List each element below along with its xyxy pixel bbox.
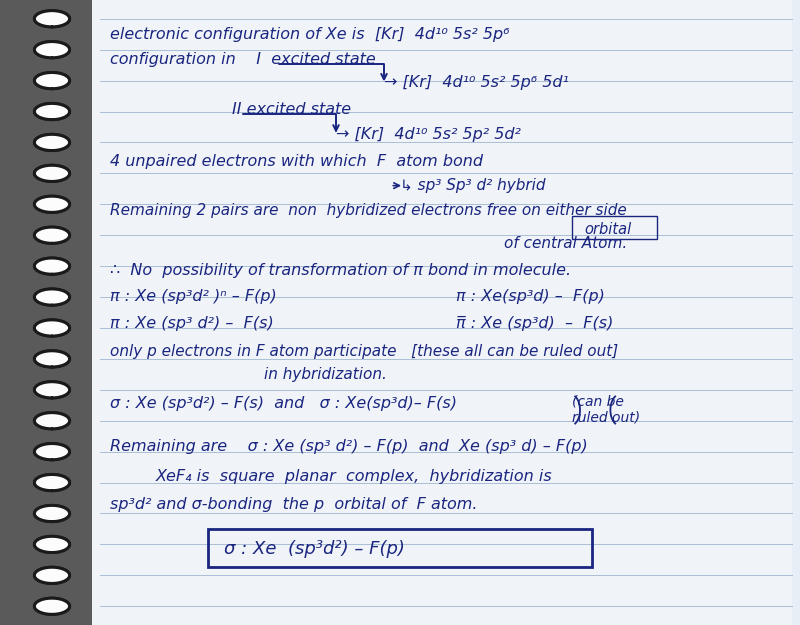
Polygon shape [34,598,70,614]
Polygon shape [34,103,70,119]
Polygon shape [34,506,70,522]
Polygon shape [34,568,70,584]
Text: configuration in    I  excited state: configuration in I excited state [110,52,376,67]
Polygon shape [34,536,70,552]
Text: π : Xe(sp³d) –  F(p): π : Xe(sp³d) – F(p) [456,289,605,304]
Polygon shape [34,412,70,429]
Polygon shape [34,351,70,367]
FancyBboxPatch shape [0,0,92,625]
Polygon shape [34,134,70,151]
Text: in hybridization.: in hybridization. [264,368,387,382]
Text: π̅ : Xe (sp³d)  –  F(s): π̅ : Xe (sp³d) – F(s) [456,316,614,331]
Polygon shape [34,227,70,243]
Polygon shape [34,289,70,305]
Polygon shape [34,41,70,58]
Polygon shape [34,382,70,398]
Text: sp³d² and σ-bonding  the p  orbital of  F atom.: sp³d² and σ-bonding the p orbital of F a… [110,498,478,512]
Text: σ : Xe  (sp³d²) – F(p): σ : Xe (sp³d²) – F(p) [224,540,405,558]
Text: π : Xe (sp³ d²) –  F(s): π : Xe (sp³ d²) – F(s) [110,316,274,331]
Polygon shape [34,474,70,491]
Text: σ : Xe (sp³d²) – F(s)  and   σ : Xe(sp³d)– F(s): σ : Xe (sp³d²) – F(s) and σ : Xe(sp³d)– … [110,396,458,411]
Polygon shape [34,11,70,27]
Polygon shape [34,196,70,212]
Text: ∴  No  possibility of transformation of π bond in molecule.: ∴ No possibility of transformation of π … [110,262,571,278]
Polygon shape [34,444,70,460]
Polygon shape [34,320,70,336]
Polygon shape [34,11,70,27]
Polygon shape [34,506,70,522]
Polygon shape [34,474,70,491]
Polygon shape [34,382,70,398]
Text: ↳ sp³ Sp³ d² hybrid: ↳ sp³ Sp³ d² hybrid [400,178,546,193]
Text: II excited state: II excited state [232,102,351,117]
Text: of central Atom.: of central Atom. [504,236,627,251]
Polygon shape [34,258,70,274]
Text: orbital: orbital [584,222,631,237]
Text: → [Kr]  4d¹⁰ 5s² 5p² 5d²: → [Kr] 4d¹⁰ 5s² 5p² 5d² [336,127,521,142]
Polygon shape [34,536,70,552]
Text: 4 unpaired electrons with which  F  atom bond: 4 unpaired electrons with which F atom b… [110,154,483,169]
Polygon shape [34,289,70,305]
Polygon shape [34,72,70,89]
Text: XeF₄ is  square  planar  complex,  hybridization is: XeF₄ is square planar complex, hybridiza… [156,469,553,484]
Polygon shape [34,41,70,58]
Text: ruled out): ruled out) [572,411,640,424]
Text: Remaining are    σ : Xe (sp³ d²) – F(p)  and  Xe (sp³ d) – F(p): Remaining are σ : Xe (sp³ d²) – F(p) and… [110,439,588,454]
Polygon shape [34,165,70,181]
Text: electronic configuration of Xe is  [Kr]  4d¹⁰ 5s² 5p⁶: electronic configuration of Xe is [Kr] 4… [110,27,510,42]
Text: only p electrons in F atom participate   [these all can be ruled out]: only p electrons in F atom participate [… [110,344,618,359]
Polygon shape [34,134,70,151]
Polygon shape [34,165,70,181]
Polygon shape [34,227,70,243]
Polygon shape [34,72,70,89]
Text: Remaining 2 pairs are  non  hybridized electrons free on either side: Remaining 2 pairs are non hybridized ele… [110,203,627,218]
Text: π : Xe (sp³d² )ⁿ – F(p): π : Xe (sp³d² )ⁿ – F(p) [110,289,277,304]
Polygon shape [34,444,70,460]
Polygon shape [34,103,70,119]
Polygon shape [34,196,70,212]
FancyBboxPatch shape [92,0,792,625]
Polygon shape [34,351,70,367]
Polygon shape [34,258,70,274]
Polygon shape [34,568,70,584]
Polygon shape [34,412,70,429]
Polygon shape [34,598,70,614]
Text: → [Kr]  4d¹⁰ 5s² 5p⁶ 5d¹: → [Kr] 4d¹⁰ 5s² 5p⁶ 5d¹ [384,75,569,90]
Text: (can be: (can be [572,395,624,409]
Polygon shape [34,320,70,336]
